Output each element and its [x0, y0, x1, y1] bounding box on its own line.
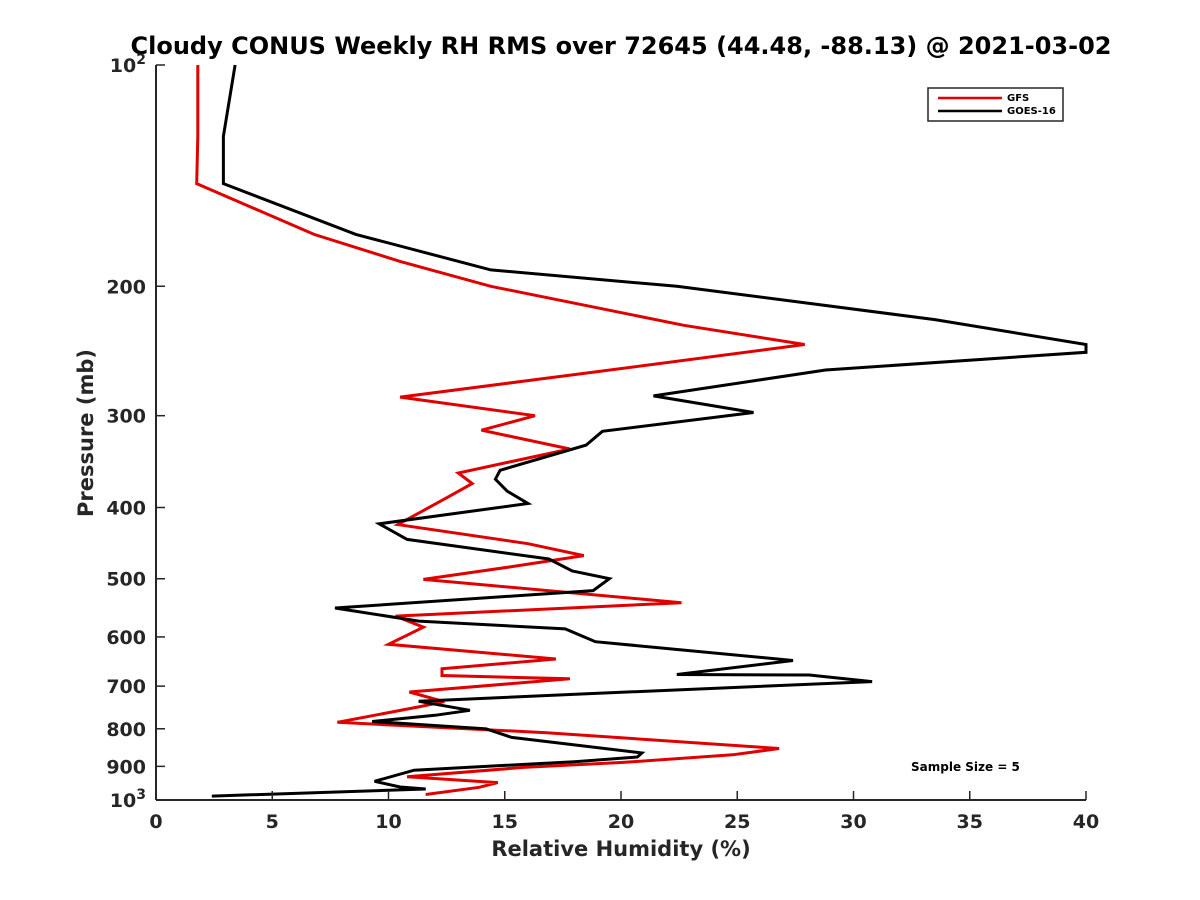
- x-tick-label: 0: [149, 811, 162, 833]
- legend-box: [927, 87, 1064, 122]
- x-tick-label: 15: [492, 811, 518, 833]
- y-tick-label: 600: [106, 627, 146, 649]
- legend: GFS GOES-16: [927, 87, 1064, 122]
- legend-label-gfs: GFS: [1007, 93, 1029, 104]
- x-tick-label: 35: [957, 811, 983, 833]
- x-tick-label: 40: [1073, 811, 1099, 833]
- y-tick-label: 900: [106, 756, 146, 778]
- y-ticks: 102 200 300 400 500 600 700 800 900 103: [106, 52, 165, 812]
- y-tick-label: 700: [106, 676, 146, 698]
- x-ticks: 0 5 10 15 20 25 30 35 40: [149, 791, 1099, 833]
- axes: [155, 65, 1086, 801]
- y-tick-label: 103: [110, 787, 146, 812]
- y-tick-label: 800: [106, 719, 146, 741]
- sample-size-annotation: Sample Size = 5: [911, 760, 1020, 774]
- y-tick-label: 500: [106, 569, 146, 591]
- chart-title: Cloudy CONUS Weekly RH RMS over 72645 (4…: [131, 32, 1112, 60]
- y-tick-label: 200: [106, 276, 146, 298]
- series-line-goes16: [211, 64, 1088, 798]
- y-tick-label: 400: [106, 498, 146, 520]
- series-line-gfs: [195, 65, 805, 796]
- x-tick-label: 30: [840, 811, 866, 833]
- y-tick-label: 300: [106, 406, 146, 428]
- x-tick-label: 25: [724, 811, 750, 833]
- x-tick-label: 5: [266, 811, 279, 833]
- y-axis-label: Pressure (mb): [74, 349, 98, 517]
- plot-area: [195, 64, 1088, 798]
- x-tick-label: 20: [608, 811, 634, 833]
- x-axis-label: Relative Humidity (%): [491, 837, 750, 861]
- x-tick-label: 10: [375, 811, 401, 833]
- legend-label-goes16: GOES-16: [1007, 106, 1056, 117]
- y-tick-label: 102: [110, 52, 146, 77]
